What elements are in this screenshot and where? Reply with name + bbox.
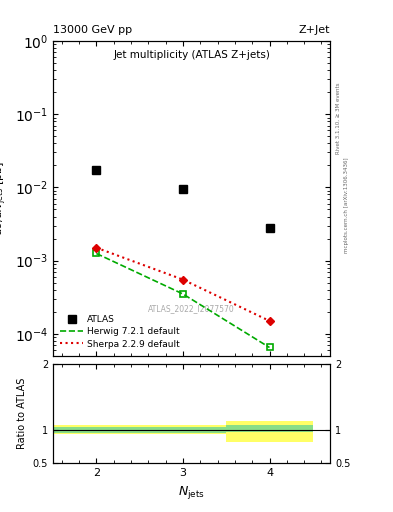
- Y-axis label: d$\sigma$/d$N_\mathrm{jets}$ [pb]: d$\sigma$/d$N_\mathrm{jets}$ [pb]: [0, 161, 9, 236]
- Legend: ATLAS, Herwig 7.2.1 default, Sherpa 2.2.9 default: ATLAS, Herwig 7.2.1 default, Sherpa 2.2.…: [57, 313, 183, 351]
- Y-axis label: Ratio to ATLAS: Ratio to ATLAS: [17, 378, 27, 449]
- Herwig 7.2.1 default: [267, 345, 272, 351]
- Text: 13000 GeV pp: 13000 GeV pp: [53, 25, 132, 35]
- Text: Rivet 3.1.10, ≥ 3M events: Rivet 3.1.10, ≥ 3M events: [336, 82, 341, 154]
- ATLAS: [267, 225, 272, 231]
- Text: mcplots.cern.ch [arXiv:1306.3436]: mcplots.cern.ch [arXiv:1306.3436]: [344, 157, 349, 252]
- Line: ATLAS: ATLAS: [92, 165, 274, 232]
- Text: ATLAS_2022_I2077570: ATLAS_2022_I2077570: [148, 304, 235, 313]
- Herwig 7.2.1 default: [180, 291, 185, 297]
- Line: Sherpa 2.2.9 default: Sherpa 2.2.9 default: [96, 248, 270, 321]
- Text: Jet multiplicity (ATLAS Z+jets): Jet multiplicity (ATLAS Z+jets): [113, 50, 270, 60]
- Herwig 7.2.1 default: [94, 250, 99, 257]
- Sherpa 2.2.9 default: [180, 276, 185, 283]
- ATLAS: [94, 166, 99, 173]
- Sherpa 2.2.9 default: [94, 245, 99, 251]
- Sherpa 2.2.9 default: [267, 318, 272, 324]
- Line: Herwig 7.2.1 default: Herwig 7.2.1 default: [96, 253, 270, 348]
- Text: Z+Jet: Z+Jet: [299, 25, 330, 35]
- ATLAS: [180, 186, 185, 192]
- X-axis label: $N_\mathrm{jets}$: $N_\mathrm{jets}$: [178, 484, 205, 501]
